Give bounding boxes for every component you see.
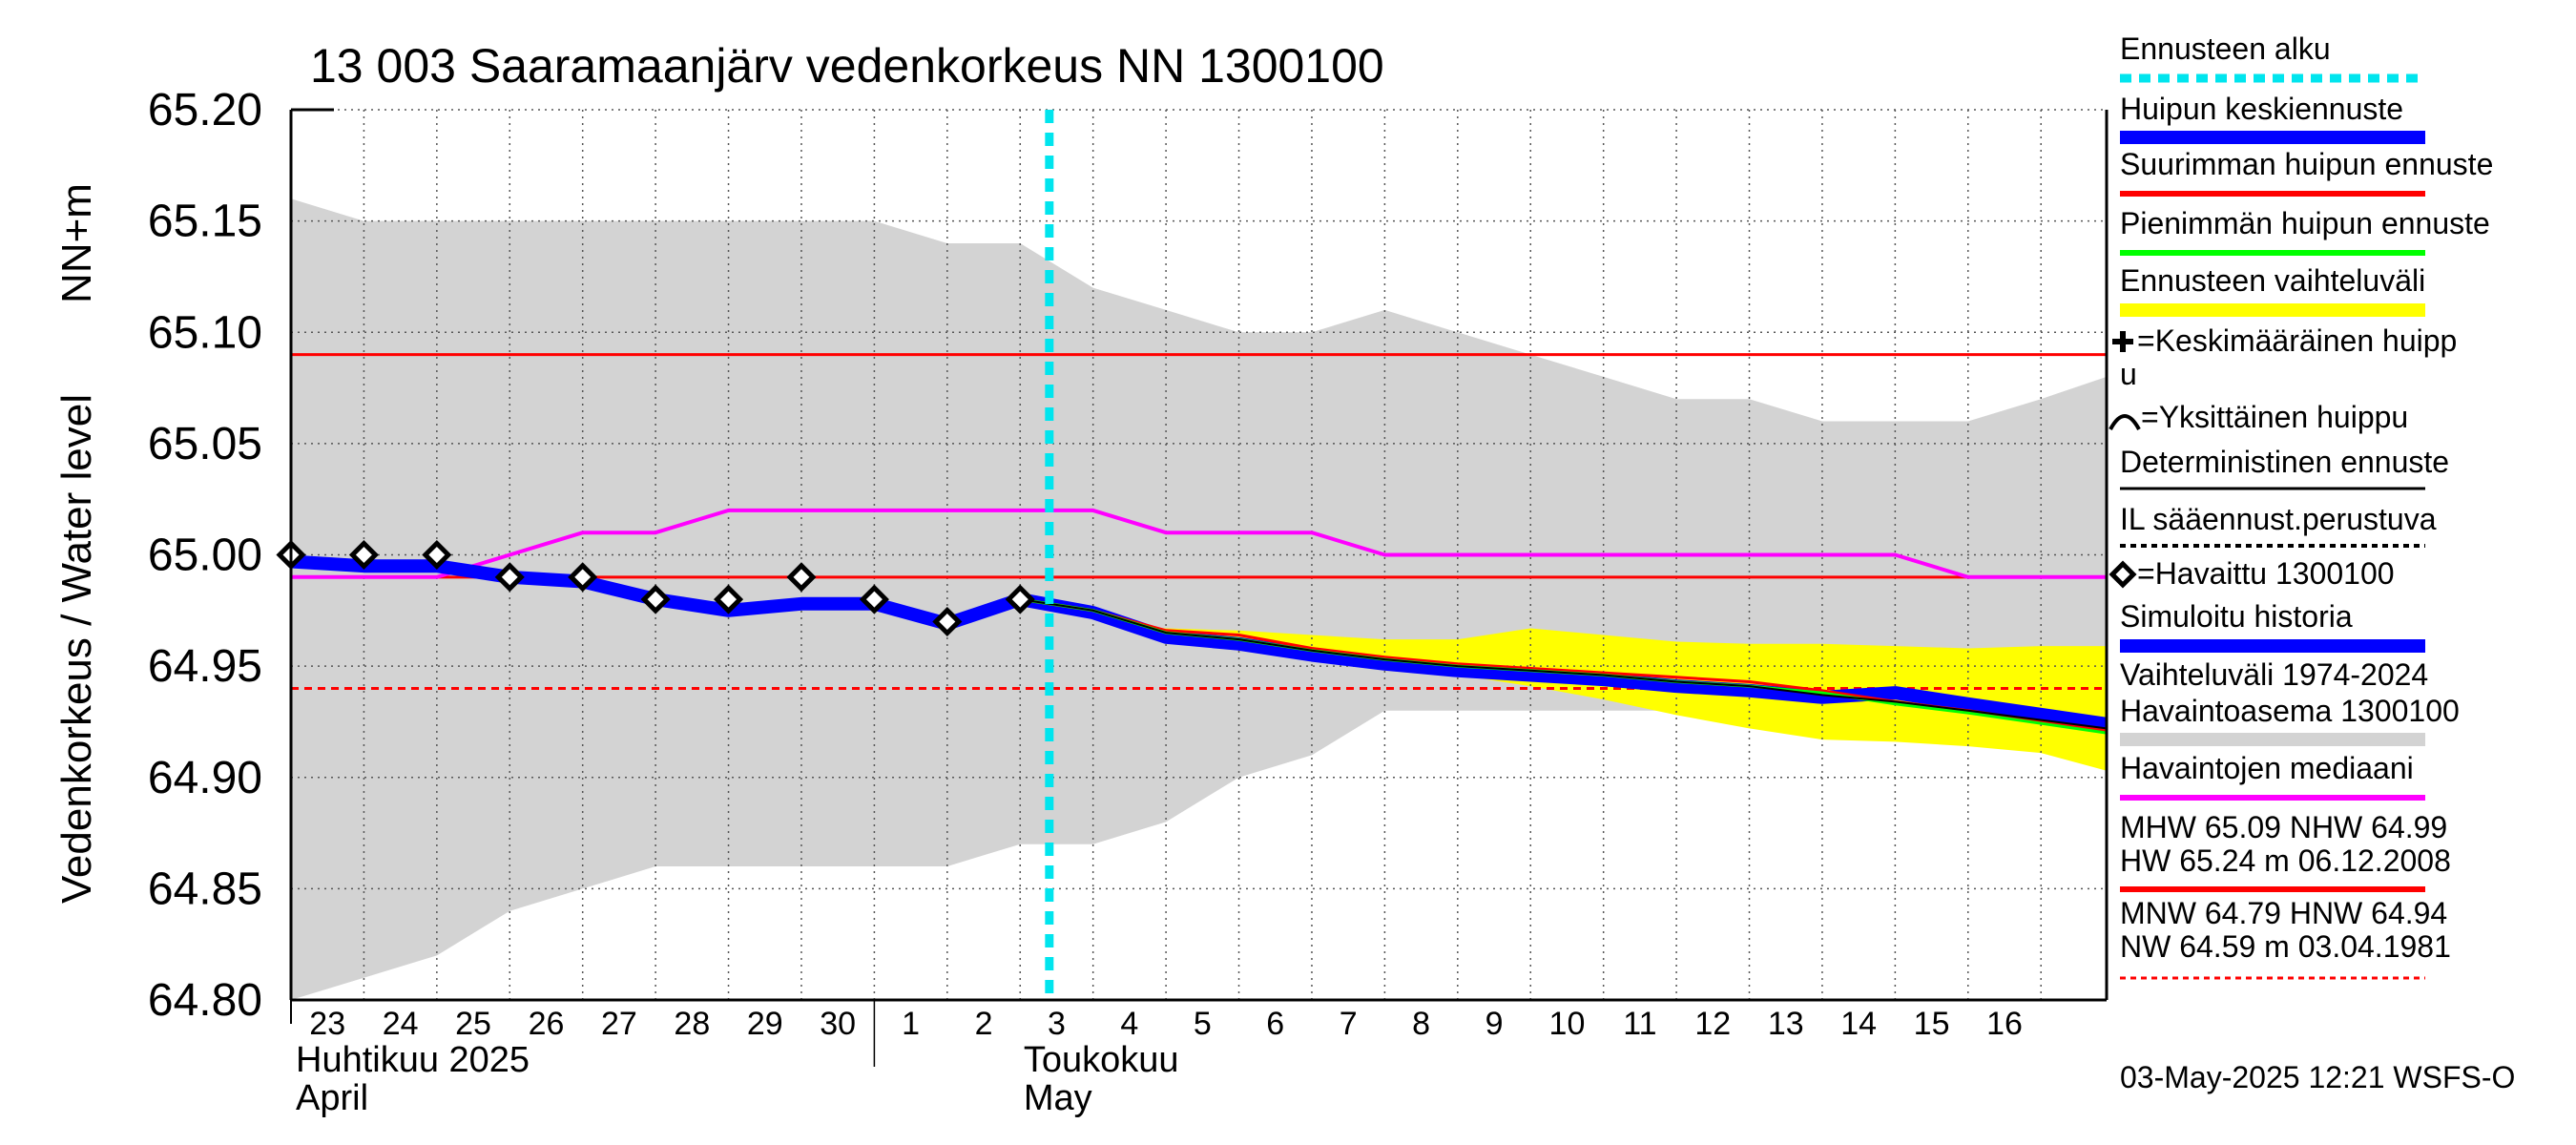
x-tick-label: 9 — [1485, 1006, 1504, 1042]
observed-point — [422, 539, 452, 571]
legend-label: Ennusteen alku — [2120, 31, 2331, 66]
x-tick-label: 12 — [1694, 1006, 1731, 1042]
month-label: Huhtikuu 2025 — [296, 1040, 530, 1080]
footer-timestamp: 03-May-2025 12:21 WSFS-O — [2120, 1060, 2515, 1094]
observed-point — [932, 606, 963, 637]
chart-title: 13 003 Saaramaanjärv vedenkorkeus NN 130… — [310, 39, 1384, 93]
x-tick-label: 27 — [601, 1006, 637, 1042]
legend-label: IL sääennust.perustuva — [2120, 502, 2437, 536]
x-tick-label: 15 — [1914, 1006, 1950, 1042]
month-label: Toukokuu — [1024, 1040, 1179, 1080]
x-tick-label: 2 — [975, 1006, 993, 1042]
plot-grid — [291, 109, 2107, 1001]
legend-label-continued: u — [2120, 357, 2137, 391]
legend-label: Deterministinen ennuste — [2120, 445, 2449, 479]
x-tick-label: 4 — [1120, 1006, 1138, 1042]
observed-point — [640, 584, 671, 614]
observed-point — [568, 562, 598, 593]
legend-label: =Yksittäinen huippu — [2141, 400, 2408, 434]
legend-label: =Havaittu 1300100 — [2137, 556, 2395, 591]
legend: Ennusteen alku Huipun keskiennuste Suurimm… — [2109, 31, 2493, 980]
series-line — [1020, 598, 2108, 730]
series-line — [1020, 597, 2108, 733]
x-tick-label: 10 — [1549, 1006, 1586, 1042]
y-tick-label: 65.00 — [148, 531, 262, 581]
observed-point — [1005, 584, 1035, 614]
legend-label-continued: Havaintoasema 1300100 — [2120, 694, 2460, 728]
x-tick-label: 14 — [1840, 1006, 1877, 1042]
y-tick-label: 64.90 — [148, 753, 262, 803]
y-tick-label: 65.05 — [148, 419, 262, 469]
observed-point — [786, 562, 817, 593]
legend-label: Suurimman huipun ennuste — [2120, 147, 2493, 181]
y-tick-label: 64.85 — [148, 864, 262, 914]
legend-label: Simuloitu historia — [2120, 599, 2353, 634]
y-tick-label: 64.80 — [148, 975, 262, 1026]
x-tick-label: 5 — [1194, 1006, 1212, 1042]
observed-point — [348, 539, 379, 571]
legend-label-continued: NW 64.59 m 03.04.1981 — [2120, 929, 2451, 964]
x-tick-label: 11 — [1623, 1006, 1656, 1042]
y-axis-unit: NN+m — [53, 183, 100, 303]
x-tick-label: 7 — [1340, 1006, 1358, 1042]
historical-range-band — [291, 198, 2107, 1000]
x-tick-label: 26 — [529, 1006, 565, 1042]
y-axis-label: Vedenkorkeus / Water level — [53, 394, 100, 904]
x-tick-label: 8 — [1412, 1006, 1430, 1042]
legend-label: =Keskimääräinen huipp — [2137, 323, 2457, 358]
plot-lines — [276, 110, 2109, 1000]
legend-label: MHW 65.09 NHW 64.99 — [2120, 810, 2447, 844]
legend-label: MNW 64.79 HNW 64.94 — [2120, 896, 2447, 930]
x-tick-label: 3 — [1048, 1006, 1066, 1042]
x-tick-label: 29 — [747, 1006, 783, 1042]
y-tick-label: 65.10 — [148, 307, 262, 358]
legend-arc-marker — [2109, 414, 2141, 430]
series-line — [1019, 593, 2109, 731]
legend-diamond-marker — [2109, 560, 2137, 589]
y-tick-label: 65.20 — [148, 85, 262, 135]
x-tick-label: 23 — [309, 1006, 345, 1042]
month-label-english: April — [296, 1078, 368, 1118]
x-tick-label: 16 — [1986, 1006, 2023, 1042]
legend-label: Vaihteluväli 1974-2024 — [2120, 657, 2428, 692]
x-tick-label: 28 — [674, 1006, 710, 1042]
plot-axes: 65.20 65.15 65.10 65.05 65.00 64.95 64.90 64.85… — [148, 85, 2109, 1118]
series-line — [291, 508, 2107, 579]
y-tick-label: 65.15 — [148, 197, 262, 247]
month-label-english: May — [1024, 1078, 1092, 1118]
x-tick-label: 30 — [820, 1006, 856, 1042]
x-tick-label: 6 — [1266, 1006, 1284, 1042]
observed-point — [859, 584, 889, 614]
y-tick-label: 64.95 — [148, 641, 262, 692]
x-tick-label: 13 — [1768, 1006, 1804, 1042]
legend-label: Pienimmän huipun ennuste — [2120, 206, 2490, 240]
x-tick-label: 24 — [383, 1006, 419, 1042]
legend-label: Huipun keskiennuste — [2120, 92, 2403, 126]
legend-label-continued: HW 65.24 m 06.12.2008 — [2120, 843, 2451, 878]
legend-label: Havaintojen mediaani — [2120, 751, 2414, 785]
x-tick-label: 25 — [455, 1006, 491, 1042]
observed-point — [714, 584, 744, 614]
x-tick-label: 1 — [902, 1006, 920, 1042]
legend-label: Ennusteen vaihteluväli — [2120, 263, 2425, 298]
observed-point — [494, 562, 525, 593]
legend-plus-marker — [2112, 331, 2133, 352]
